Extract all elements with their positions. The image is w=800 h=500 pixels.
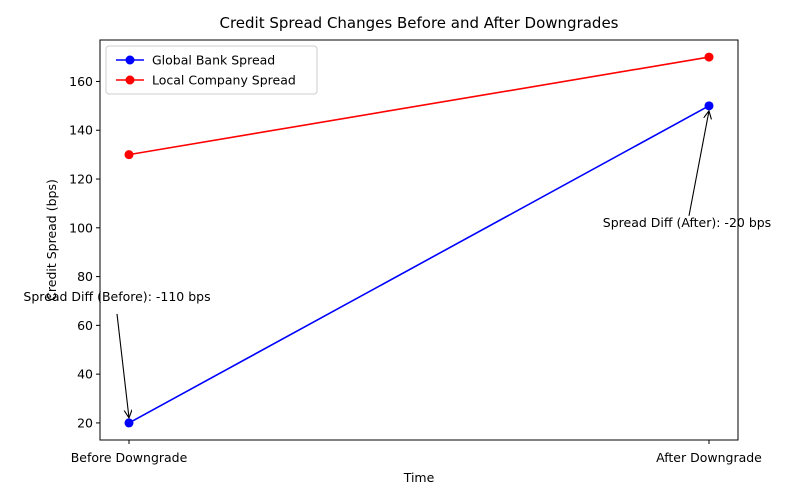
legend-label: Global Bank Spread [152, 53, 275, 68]
chart-title: Credit Spread Changes Before and After D… [219, 14, 618, 32]
y-tick-label: 60 [77, 318, 93, 333]
data-point [704, 52, 714, 62]
annotation-arrow [688, 111, 709, 216]
annotation-text: Spread Diff (Before): -110 bps [23, 289, 210, 304]
y-axis: 20 40 60 80 100 120 140 160 [69, 74, 100, 430]
legend-marker [125, 75, 135, 85]
y-tick-label: 120 [69, 172, 93, 187]
y-axis-label: Credit Spread (bps) [44, 179, 59, 301]
annotation-arrow [116, 313, 129, 418]
data-point [124, 150, 134, 160]
y-tick-label: 80 [77, 269, 93, 284]
y-tick-label: 160 [69, 74, 93, 89]
data-point [704, 101, 714, 111]
annotations: Spread Diff (Before): -110 bps Spread Dif… [23, 111, 771, 418]
x-tick-label: Before Downgrade [71, 450, 188, 465]
x-axis-label: Time [403, 470, 435, 485]
legend-label: Local Company Spread [152, 73, 296, 88]
x-axis: Before Downgrade After Downgrade [71, 440, 762, 465]
legend-box [105, 45, 318, 95]
legend-marker [125, 55, 135, 65]
series-line-1 [128, 105, 710, 424]
x-tick-label: After Downgrade [656, 450, 762, 465]
y-tick-label: 20 [77, 415, 93, 430]
plot-frame [99, 39, 739, 441]
annotation-text: Spread Diff (After): -20 bps [603, 215, 771, 230]
data-point [124, 418, 134, 428]
series-line-2 [128, 56, 710, 156]
y-tick-label: 140 [69, 123, 93, 138]
y-tick-label: 100 [69, 220, 93, 235]
legend: Global Bank Spread Local Company Spread [105, 45, 318, 95]
y-tick-label: 40 [77, 367, 93, 382]
plot-series [124, 52, 714, 428]
